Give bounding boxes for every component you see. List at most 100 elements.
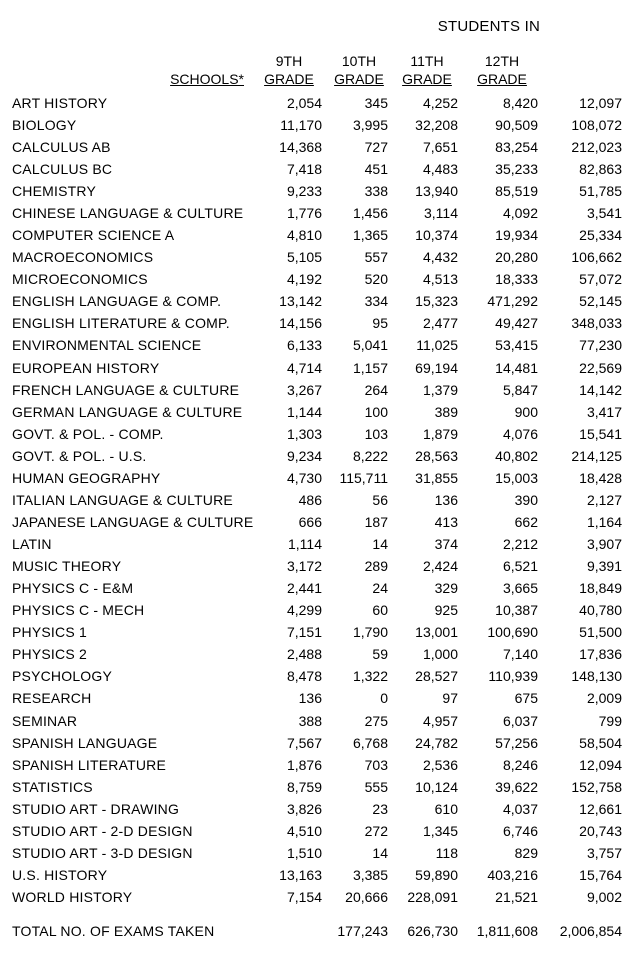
subject-name: ENGLISH LITERATURE & COMP. — [12, 313, 252, 335]
g12-cell: 148,130 — [542, 666, 626, 688]
g12-cell: 212,023 — [542, 136, 626, 158]
subject-name: CHINESE LANGUAGE & CULTURE — [12, 202, 252, 224]
total-g11: 1,811,608 — [462, 908, 542, 942]
g10-cell: 31,855 — [392, 467, 462, 489]
g12-cell: 58,504 — [542, 732, 626, 754]
g12-cell: 3,541 — [542, 202, 626, 224]
g11-cell: 18,333 — [462, 269, 542, 291]
schools-cell: 4,299 — [252, 599, 326, 621]
schools-cell: 1,510 — [252, 842, 326, 864]
g11-cell: 6,746 — [462, 820, 542, 842]
col-header-10th: 10TH GRADE — [326, 53, 392, 92]
g9-cell: 23 — [326, 798, 392, 820]
g10-cell: 329 — [392, 577, 462, 599]
g11-cell: 390 — [462, 489, 542, 511]
g10-cell: 2,536 — [392, 754, 462, 776]
table-row: MACROECONOMICS5,1055574,43220,280106,662 — [12, 246, 626, 268]
g9-cell: 334 — [326, 291, 392, 313]
g9-cell: 103 — [326, 423, 392, 445]
g9-cell: 60 — [326, 599, 392, 621]
table-row: STUDIO ART - 2-D DESIGN4,5102721,3456,74… — [12, 820, 626, 842]
g11-cell: 49,427 — [462, 313, 542, 335]
g10-cell: 11,025 — [392, 335, 462, 357]
g9-cell: 100 — [326, 401, 392, 423]
subject-name: PHYSICS 1 — [12, 622, 252, 644]
schools-cell: 388 — [252, 710, 326, 732]
schools-cell: 2,441 — [252, 577, 326, 599]
g9-cell: 56 — [326, 489, 392, 511]
g12-cell: 15,541 — [542, 423, 626, 445]
table-row: LATIN1,114143742,2123,907 — [12, 533, 626, 555]
g12-cell: 57,072 — [542, 269, 626, 291]
table-row: COMPUTER SCIENCE A4,8101,36510,37419,934… — [12, 224, 626, 246]
g9-cell: 14 — [326, 842, 392, 864]
g11-cell: 6,521 — [462, 555, 542, 577]
table-row: STATISTICS8,75955510,12439,622152,758 — [12, 776, 626, 798]
schools-cell: 4,714 — [252, 357, 326, 379]
table-row: ART HISTORY2,0543454,2528,42012,097 — [12, 92, 626, 114]
g11-cell: 471,292 — [462, 291, 542, 313]
g11-cell: 21,521 — [462, 886, 542, 908]
g12-cell: 799 — [542, 710, 626, 732]
schools-cell: 136 — [252, 688, 326, 710]
g12-cell: 25,334 — [542, 224, 626, 246]
subject-name: HUMAN GEOGRAPHY — [12, 467, 252, 489]
g12-cell: 152,758 — [542, 776, 626, 798]
g9-cell: 1,456 — [326, 202, 392, 224]
subject-name: ART HISTORY — [12, 92, 252, 114]
table-row: STUDIO ART - DRAWING3,826236104,03712,66… — [12, 798, 626, 820]
col-header-12th: 12TH GRADE — [462, 53, 542, 92]
subject-name: CALCULUS BC — [12, 158, 252, 180]
g9-cell: 1,322 — [326, 666, 392, 688]
table-row: SEMINAR3882754,9576,037799 — [12, 710, 626, 732]
col-header-schools: SCHOOLS* — [12, 53, 252, 92]
schools-cell: 13,163 — [252, 864, 326, 886]
schools-cell: 9,233 — [252, 180, 326, 202]
g12-cell: 9,002 — [542, 886, 626, 908]
g11-cell: 3,665 — [462, 577, 542, 599]
g12-cell: 108,072 — [542, 114, 626, 136]
total-g10: 626,730 — [392, 908, 462, 942]
table-row: RESEARCH1360976752,009 — [12, 688, 626, 710]
g11-cell: 90,509 — [462, 114, 542, 136]
g11-cell: 900 — [462, 401, 542, 423]
g12-cell: 2,127 — [542, 489, 626, 511]
g9-cell: 557 — [326, 246, 392, 268]
subject-name: EUROPEAN HISTORY — [12, 357, 252, 379]
schools-cell: 1,144 — [252, 401, 326, 423]
g9-cell: 20,666 — [326, 886, 392, 908]
g11-cell: 4,037 — [462, 798, 542, 820]
g11-cell: 40,802 — [462, 445, 542, 467]
table-row: ITALIAN LANGUAGE & CULTURE486561363902,1… — [12, 489, 626, 511]
total-g12: 2,006,854 — [542, 908, 626, 942]
subject-name: SPANISH LANGUAGE — [12, 732, 252, 754]
schools-cell: 9,234 — [252, 445, 326, 467]
g11-cell: 8,420 — [462, 92, 542, 114]
table-row: ENVIRONMENTAL SCIENCE6,1335,04111,02553,… — [12, 335, 626, 357]
g12-cell: 12,661 — [542, 798, 626, 820]
g12-cell: 18,428 — [542, 467, 626, 489]
subject-name: WORLD HISTORY — [12, 886, 252, 908]
g9-cell: 272 — [326, 820, 392, 842]
g12-cell: 52,145 — [542, 291, 626, 313]
g10-cell: 2,424 — [392, 555, 462, 577]
g11-cell: 19,934 — [462, 224, 542, 246]
g11-cell: 15,003 — [462, 467, 542, 489]
schools-cell: 2,054 — [252, 92, 326, 114]
table-row: CHINESE LANGUAGE & CULTURE1,7761,4563,11… — [12, 202, 626, 224]
subject-name: CALCULUS AB — [12, 136, 252, 158]
data-table: SCHOOLS* 9TH GRADE 10TH GRADE 11TH GRADE… — [12, 53, 626, 943]
g11-cell: 2,212 — [462, 533, 542, 555]
g11-cell: 83,254 — [462, 136, 542, 158]
g12-cell: 2,009 — [542, 688, 626, 710]
subject-name: GOVT. & POL. - COMP. — [12, 423, 252, 445]
g11-cell: 20,280 — [462, 246, 542, 268]
schools-cell: 8,759 — [252, 776, 326, 798]
subject-name: SPANISH LITERATURE — [12, 754, 252, 776]
g9-cell: 520 — [326, 269, 392, 291]
g12-cell: 82,863 — [542, 158, 626, 180]
g9-cell: 5,041 — [326, 335, 392, 357]
table-row: SPANISH LITERATURE1,8767032,5368,24612,0… — [12, 754, 626, 776]
g9-cell: 275 — [326, 710, 392, 732]
schools-cell: 3,267 — [252, 379, 326, 401]
